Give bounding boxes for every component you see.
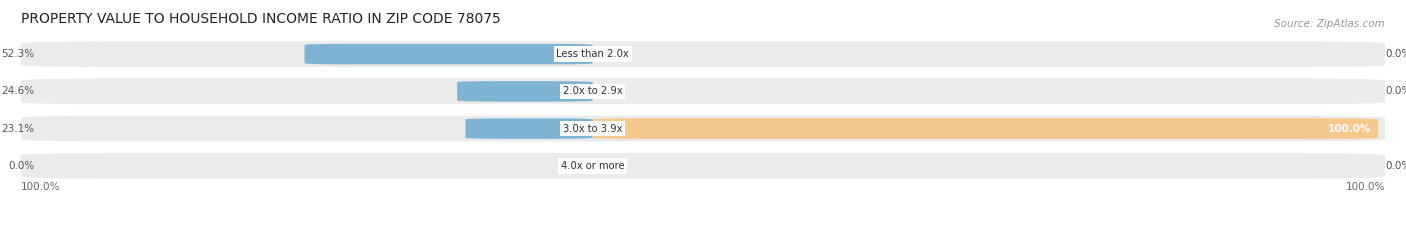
Legend: Without Mortgage, With Mortgage: Without Mortgage, With Mortgage — [585, 229, 821, 234]
Text: 100.0%: 100.0% — [1327, 124, 1371, 134]
FancyBboxPatch shape — [457, 81, 593, 102]
FancyBboxPatch shape — [593, 118, 1378, 139]
Text: 52.3%: 52.3% — [1, 49, 35, 59]
FancyBboxPatch shape — [21, 41, 1385, 67]
Text: 0.0%: 0.0% — [8, 161, 35, 171]
FancyBboxPatch shape — [465, 118, 593, 139]
Text: Less than 2.0x: Less than 2.0x — [557, 49, 628, 59]
Text: 0.0%: 0.0% — [1385, 161, 1406, 171]
Text: 24.6%: 24.6% — [1, 86, 35, 96]
Text: 0.0%: 0.0% — [1385, 86, 1406, 96]
Text: Source: ZipAtlas.com: Source: ZipAtlas.com — [1274, 19, 1385, 29]
FancyBboxPatch shape — [21, 79, 1385, 104]
Text: 23.1%: 23.1% — [1, 124, 35, 134]
FancyBboxPatch shape — [305, 44, 593, 64]
Text: 0.0%: 0.0% — [1385, 49, 1406, 59]
FancyBboxPatch shape — [21, 153, 1385, 179]
Text: 100.0%: 100.0% — [1346, 182, 1385, 192]
Text: 3.0x to 3.9x: 3.0x to 3.9x — [562, 124, 623, 134]
Text: PROPERTY VALUE TO HOUSEHOLD INCOME RATIO IN ZIP CODE 78075: PROPERTY VALUE TO HOUSEHOLD INCOME RATIO… — [21, 12, 501, 26]
Text: 4.0x or more: 4.0x or more — [561, 161, 624, 171]
Text: 2.0x to 2.9x: 2.0x to 2.9x — [562, 86, 623, 96]
FancyBboxPatch shape — [21, 116, 1385, 141]
Text: 100.0%: 100.0% — [21, 182, 60, 192]
